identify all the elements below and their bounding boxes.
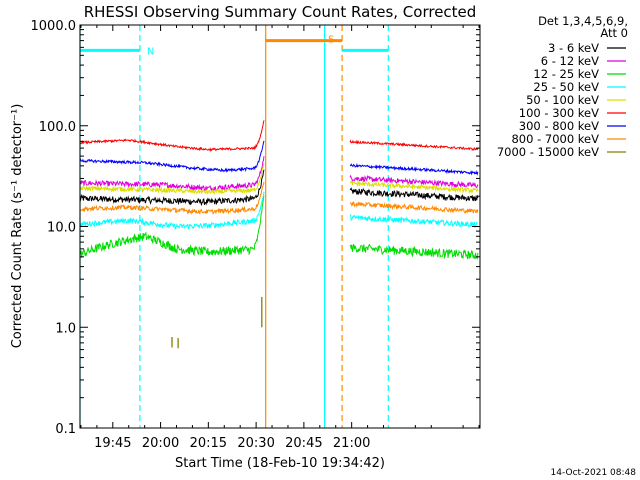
series-line: [79, 169, 265, 207]
series-line: [79, 156, 265, 192]
y-tick-label: 100.0: [39, 120, 76, 135]
series-line: [349, 243, 479, 261]
series-line: [349, 187, 479, 202]
series-line: [79, 120, 265, 153]
series-line: [79, 191, 265, 230]
y-tick-label: 0.1: [55, 422, 76, 437]
legend-label: 12 - 25 keV: [533, 67, 599, 81]
chart-title: RHESSI Observing Summary Count Rates, Co…: [84, 3, 477, 21]
x-tick-label: 21:00: [333, 436, 370, 451]
x-tick-label: 20:00: [142, 436, 179, 451]
legend-label: 100 - 300 keV: [519, 106, 599, 120]
legend-label: 300 - 800 keV: [519, 119, 599, 133]
series-line: [79, 163, 265, 196]
legend-header: Att 0: [600, 26, 628, 40]
x-axis-title: Start Time (18-Feb-10 19:34:42): [175, 456, 385, 471]
segment-flags: NS: [80, 35, 389, 57]
series-line: [79, 181, 265, 215]
legend-label: 7000 - 15000 keV: [497, 145, 599, 159]
legend-label: 50 - 100 keV: [526, 93, 599, 107]
series-line: [349, 180, 479, 194]
legend-header: Det 1,3,4,5,6,9,: [538, 14, 628, 28]
y-tick-label: 1.0: [55, 321, 76, 336]
y-tick-label: 10.0: [47, 221, 76, 236]
series-lines: [79, 120, 479, 349]
series-line: [349, 201, 479, 214]
x-tick-label: 20:45: [285, 436, 322, 451]
series-line: [349, 162, 479, 176]
y-axis-title: Corrected Count Rate (s⁻¹ detector⁻¹): [10, 104, 25, 349]
series-line: [349, 213, 478, 229]
x-tick-label: 20:15: [190, 436, 227, 451]
series-line: [79, 140, 265, 173]
x-tick-label: 19:45: [94, 436, 131, 451]
segment-flag-label: S: [328, 35, 334, 46]
legend-label: 6 - 12 keV: [541, 54, 599, 68]
series-line: [349, 174, 479, 189]
x-tick-label: 20:30: [237, 436, 274, 451]
footer-date: 14-Oct-2021 08:48: [551, 468, 637, 478]
legend-label: 3 - 6 keV: [548, 41, 599, 55]
legend-label: 800 - 7000 keV: [511, 132, 599, 146]
series-line: [79, 195, 265, 258]
legend-label: 25 - 50 keV: [533, 80, 599, 94]
segment-flag-label: N: [147, 46, 154, 57]
series-line: [349, 139, 479, 151]
axes: 19:45 20:00 20:15 20:30 20:45 21:00 1000.0 100.…: [31, 19, 480, 451]
y-tick-label: 1000.0: [31, 19, 77, 34]
